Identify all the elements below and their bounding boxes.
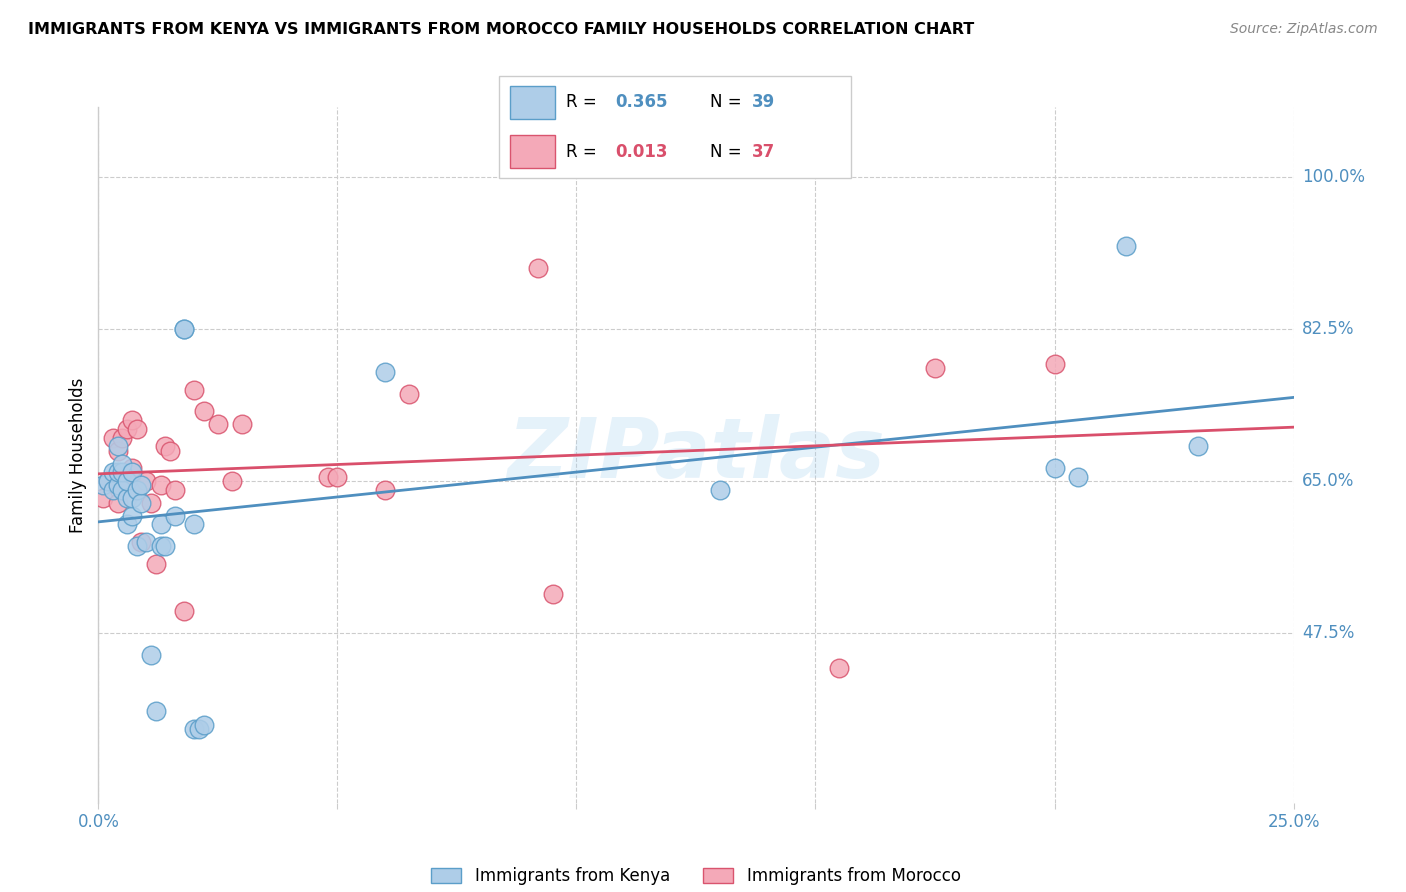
Text: 39: 39 [752,94,776,112]
Point [155,539,177,553]
Point [107,496,129,510]
Point [111,478,134,492]
Point [101,431,124,445]
Point [115,474,138,488]
Point [115,422,138,436]
Point [159,443,181,458]
Point [316,469,339,483]
Text: IMMIGRANTS FROM KENYA VS IMMIGRANTS FROM MOROCCO FAMILY HOUSEHOLDS CORRELATION C: IMMIGRANTS FROM KENYA VS IMMIGRANTS FROM… [28,22,974,37]
Point [173,322,195,336]
Point [111,431,134,445]
Point [121,461,143,475]
Point [1187,439,1209,453]
Text: N =: N = [710,94,747,112]
Point [111,466,134,480]
Point [828,661,851,675]
Point [1115,239,1137,253]
Point [193,717,215,731]
Point [125,483,148,497]
Point [145,557,167,571]
Point [207,417,229,432]
Point [145,705,167,719]
Point [101,466,124,480]
Text: 0.365: 0.365 [616,94,668,112]
Point [135,474,157,488]
Text: 47.5%: 47.5% [1302,624,1354,642]
Point [91,491,114,506]
Point [1043,357,1066,371]
Text: N =: N = [710,143,747,161]
Point [527,260,550,275]
Point [107,478,129,492]
Point [115,474,138,488]
Point [173,605,195,619]
Point [97,474,120,488]
Point [125,539,148,553]
Point [115,491,138,506]
Point [1067,469,1090,483]
Point [139,648,162,662]
Point [183,517,205,532]
Legend: Immigrants from Kenya, Immigrants from Morocco: Immigrants from Kenya, Immigrants from M… [432,867,960,885]
Point [97,474,120,488]
Point [374,365,396,379]
Text: ZIPatlas: ZIPatlas [508,415,884,495]
Point [326,469,349,483]
Point [541,587,564,601]
Point [131,535,153,549]
Point [125,422,148,436]
Text: Source: ZipAtlas.com: Source: ZipAtlas.com [1230,22,1378,37]
Point [107,466,129,480]
Point [709,483,731,497]
Point [111,457,134,471]
Point [149,539,172,553]
Bar [510,136,555,168]
Text: R =: R = [565,143,602,161]
Point [163,508,186,523]
Bar [510,87,555,119]
Text: 82.5%: 82.5% [1302,320,1354,338]
Point [155,439,177,453]
Point [101,483,124,497]
Point [121,466,143,480]
Y-axis label: Family Households: Family Households [69,377,87,533]
Point [183,722,205,736]
Point [131,496,153,510]
Point [121,413,143,427]
Point [107,439,129,453]
Point [149,478,172,492]
Point [131,478,153,492]
Point [183,383,205,397]
Point [135,535,157,549]
Point [139,496,162,510]
Point [163,483,186,497]
Point [187,722,209,736]
Point [374,483,396,497]
Point [111,483,134,497]
Point [221,474,243,488]
Point [231,417,253,432]
Text: 0.013: 0.013 [616,143,668,161]
Text: 65.0%: 65.0% [1302,472,1354,490]
Point [115,517,138,532]
Text: R =: R = [565,94,602,112]
Point [121,478,143,492]
Point [91,478,114,492]
Point [924,360,946,375]
Point [193,404,215,418]
Point [125,483,148,497]
Point [107,443,129,458]
Point [173,322,195,336]
Point [1043,461,1066,475]
Point [121,491,143,506]
Text: 37: 37 [752,143,776,161]
Point [121,508,143,523]
Point [149,517,172,532]
Text: 100.0%: 100.0% [1302,168,1365,186]
Point [398,387,420,401]
